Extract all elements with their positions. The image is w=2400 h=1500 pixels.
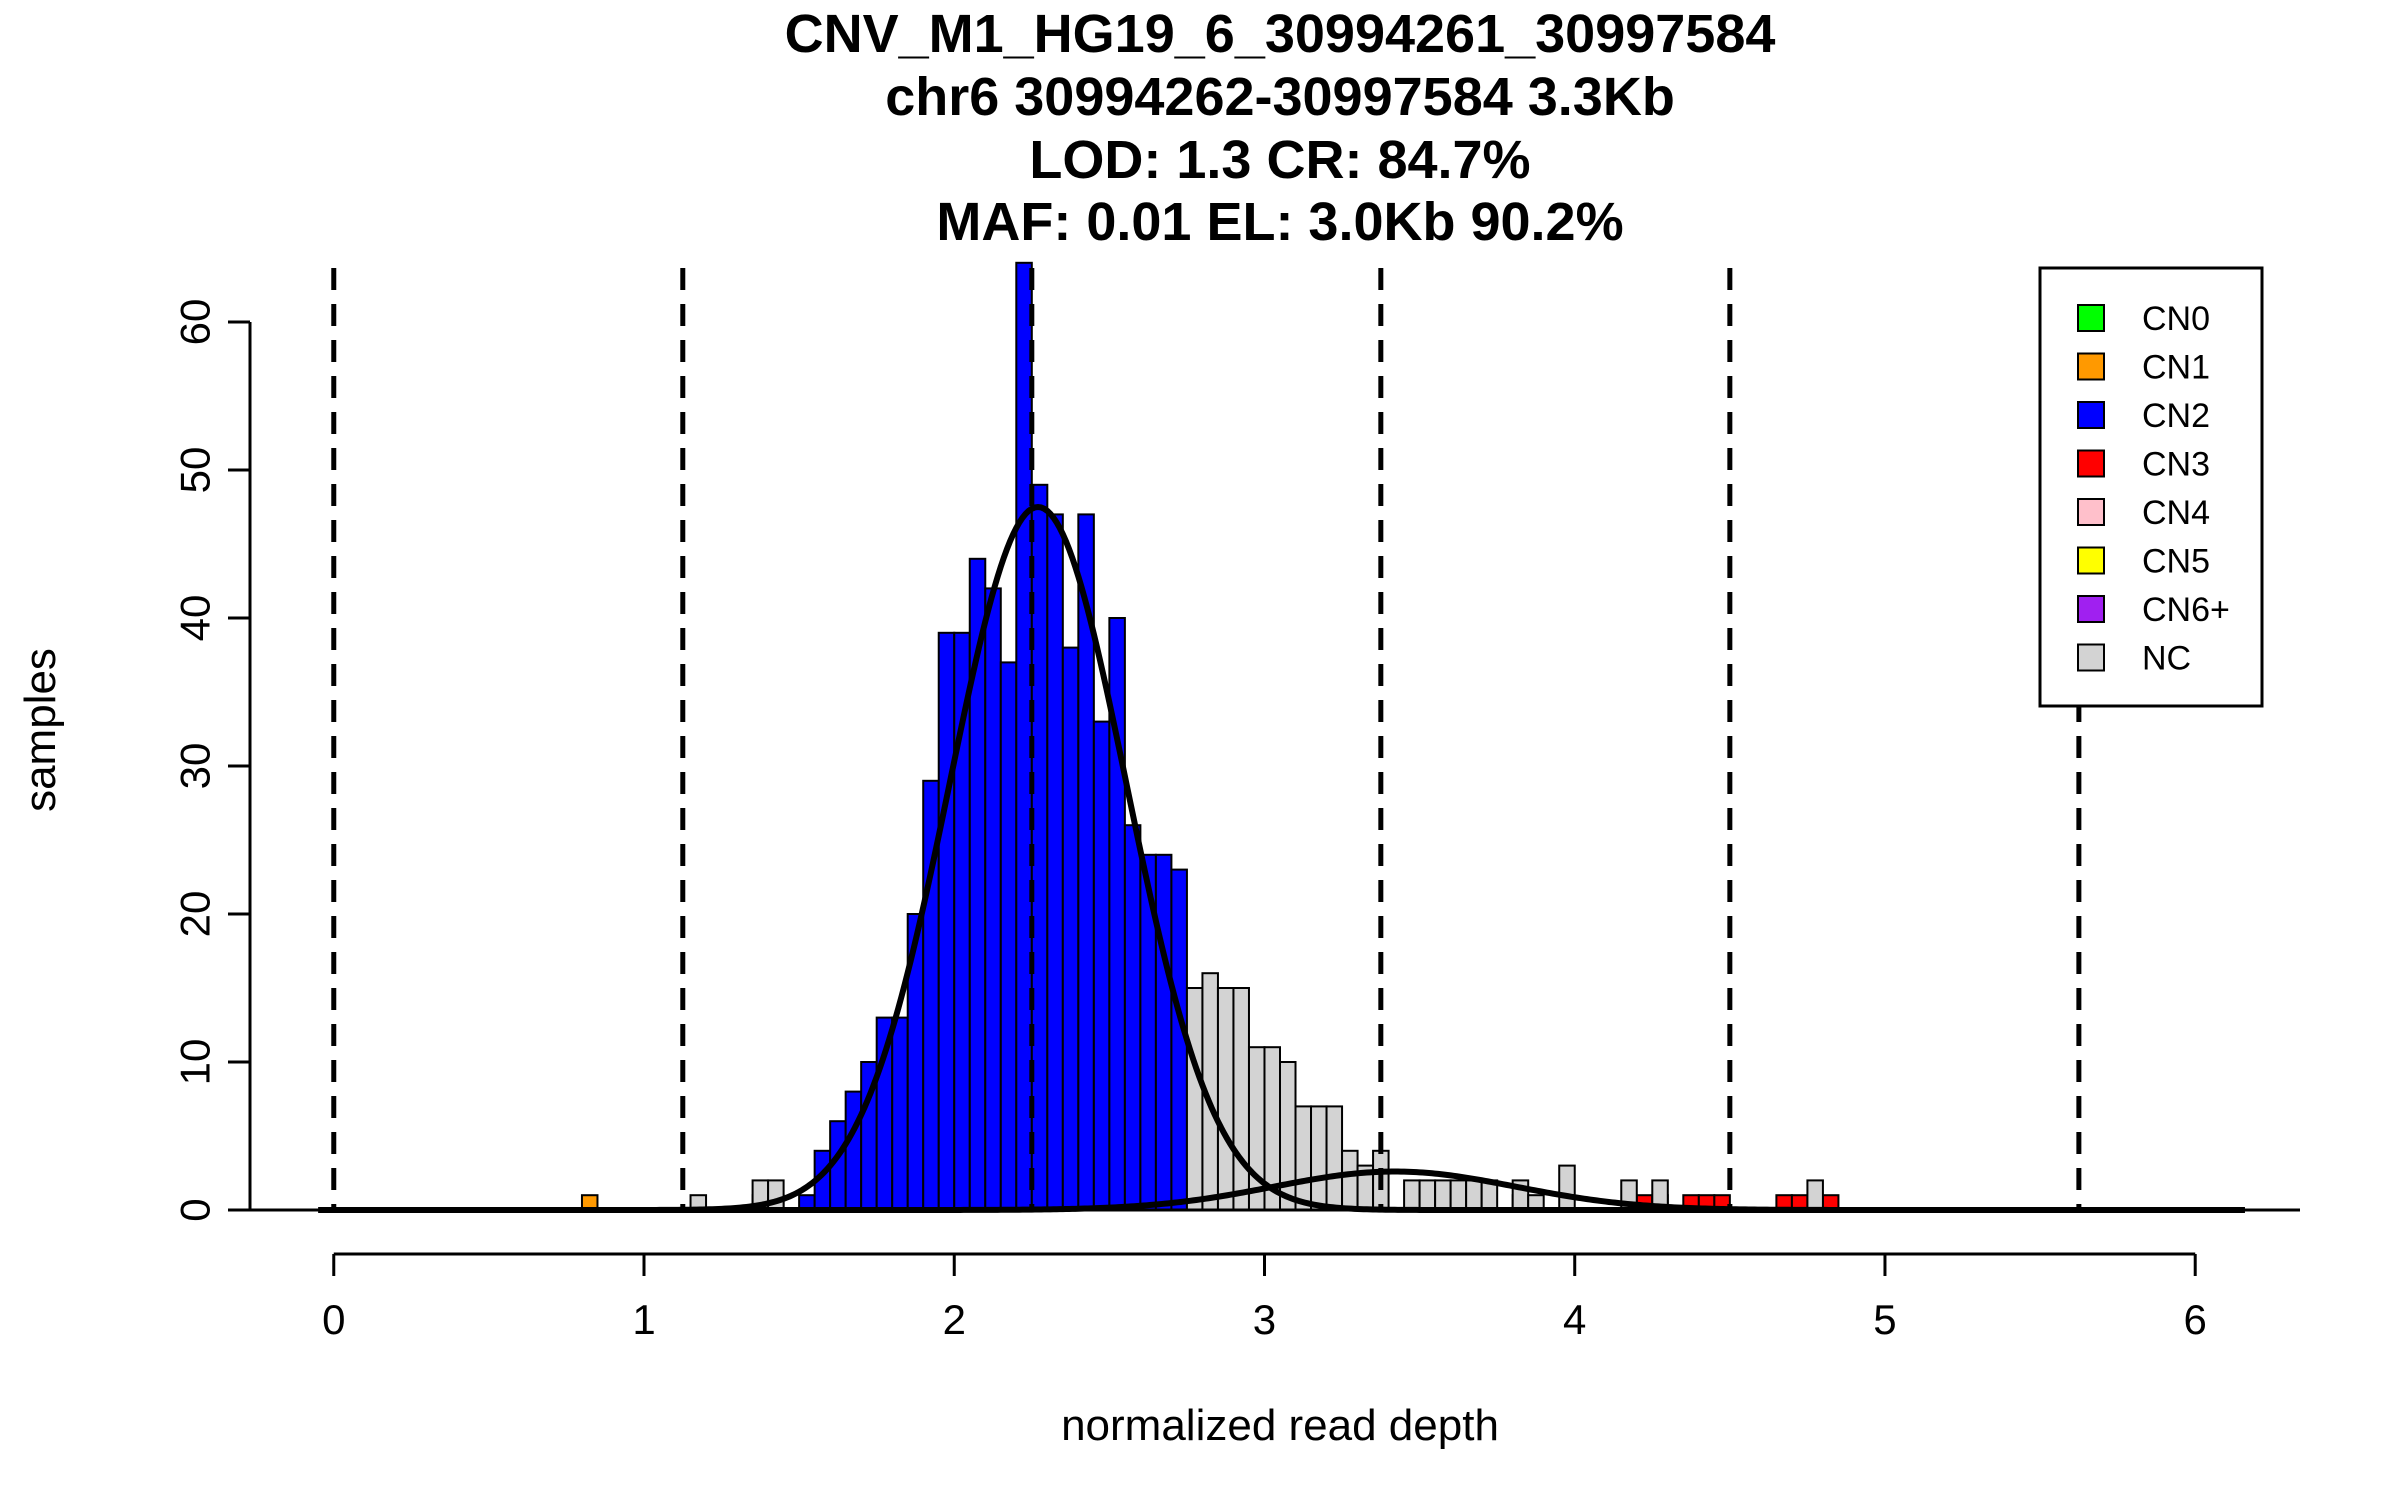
bar-cn2 — [984, 587, 1002, 1211]
legend-label-cn4: CN4 — [2142, 494, 2210, 532]
legend-swatch-cn4 — [2077, 498, 2105, 526]
bar-cn2 — [999, 661, 1018, 1211]
legend-swatch-cn2 — [2077, 401, 2105, 429]
y-tick-label: 30 — [172, 743, 219, 790]
bar-nc — [1403, 1179, 1421, 1212]
bar-nc — [1232, 987, 1250, 1211]
legend: CN0 CN1 CN2 CN3 CN4 CN5 CN6+ NC — [2038, 266, 2264, 708]
title-line-1: CNV_M1_HG19_6_30994261_30997584 — [785, 4, 1776, 64]
legend-swatch-cn5 — [2077, 546, 2105, 575]
bar-nc — [1806, 1179, 1824, 1212]
y-tick-label: 0 — [172, 1198, 219, 1221]
bar-nc — [1341, 1149, 1359, 1212]
bar-cn2 — [1154, 853, 1173, 1211]
legend-label-cn0: CN0 — [2142, 300, 2210, 338]
fit-curves — [318, 503, 2245, 1213]
x-tick-label: 1 — [632, 1296, 655, 1343]
bar-nc — [1325, 1105, 1344, 1212]
legend-label-cn5: CN5 — [2142, 543, 2210, 581]
bar-cn2 — [937, 631, 956, 1211]
bar-cn2 — [1123, 824, 1142, 1211]
legend-label-nc: NC — [2142, 640, 2191, 678]
legend-swatch-cn0 — [2077, 304, 2105, 332]
bar-nc — [1185, 987, 1204, 1211]
bar-cn2 — [1061, 646, 1080, 1211]
legend-swatch-nc — [2077, 643, 2105, 672]
bar-nc — [1418, 1179, 1437, 1212]
x-tick-label: 2 — [943, 1296, 966, 1343]
fit-curve-2 — [318, 1168, 2245, 1213]
bar-nc — [1310, 1105, 1328, 1212]
title-line-2: chr6 30994262-30997584 3.3Kb — [885, 67, 1675, 127]
chart-title: CNV_M1_HG19_6_30994261_30997584 chr6 309… — [785, 4, 1776, 252]
title-line-4: MAF: 0.01 EL: 3.0Kb 90.2% — [936, 192, 1623, 252]
bar-nc — [1434, 1179, 1452, 1212]
bar-nc — [1449, 1179, 1468, 1212]
y-axis-label: samples — [16, 648, 65, 812]
bar-nc — [1465, 1179, 1483, 1212]
bar-cn2 — [1046, 513, 1064, 1211]
legend-label-cn3: CN3 — [2142, 446, 2210, 484]
legend-swatch-cn6 — [2077, 595, 2105, 623]
legend-label-cn6: CN6+ — [2142, 591, 2230, 629]
title-line-3: LOD: 1.3 CR: 84.7% — [1029, 130, 1530, 190]
bar-nc — [1558, 1164, 1576, 1211]
y-tick-label: 40 — [172, 595, 219, 642]
bar-nc — [1247, 1046, 1266, 1211]
y-tick-label: 20 — [172, 891, 219, 938]
legend-label-cn2: CN2 — [2142, 397, 2210, 435]
x-axis-label: normalized read depth — [1061, 1401, 1499, 1450]
x-tick-label: 6 — [2184, 1296, 2207, 1343]
legend-label-cn1: CN1 — [2142, 349, 2210, 387]
x-tick-label: 0 — [322, 1296, 345, 1343]
bar-cn2 — [844, 1090, 863, 1211]
bar-cn2 — [1092, 720, 1111, 1211]
x-tick-label: 5 — [1873, 1296, 1896, 1343]
legend-swatch-cn3 — [2077, 449, 2105, 478]
y-tick-label: 10 — [172, 1039, 219, 1086]
legend-box — [2038, 266, 2264, 708]
y-tick-label: 50 — [172, 447, 219, 494]
legend-swatch-cn1 — [2077, 352, 2105, 381]
bar-nc — [1294, 1105, 1313, 1212]
y-tick-label: 60 — [172, 299, 219, 346]
bar-cn2 — [891, 1016, 909, 1211]
x-tick-label: 4 — [1563, 1296, 1586, 1343]
x-tick-label: 3 — [1253, 1296, 1276, 1343]
bar-nc — [1216, 987, 1235, 1211]
